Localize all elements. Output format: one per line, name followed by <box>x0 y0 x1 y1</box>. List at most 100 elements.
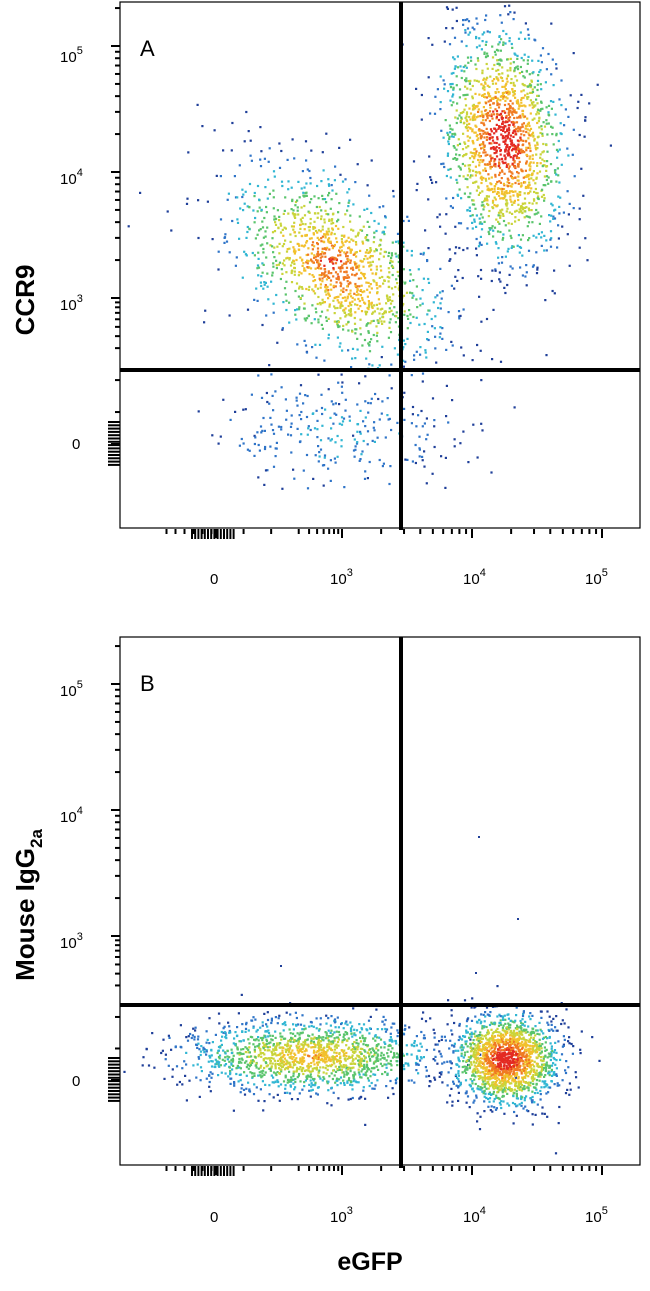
event-dot <box>262 1052 265 1055</box>
event-dot <box>287 1047 290 1050</box>
event-dot <box>443 1035 446 1038</box>
event-dot <box>309 1079 312 1082</box>
event-dot <box>250 1059 253 1062</box>
event-dot <box>335 192 338 195</box>
event-dot <box>529 127 533 130</box>
event-dot <box>375 1047 378 1050</box>
event-dot <box>421 372 425 375</box>
event-dot <box>354 282 357 286</box>
event-dot <box>375 249 378 252</box>
event-dot <box>366 1077 370 1080</box>
event-dot <box>571 1052 574 1055</box>
event-dot <box>305 1076 308 1079</box>
event-dot <box>279 1056 283 1059</box>
event-dot <box>374 1039 377 1042</box>
event-dot <box>392 293 395 296</box>
event-dot <box>280 268 283 271</box>
event-dot <box>353 1032 356 1035</box>
event-dot <box>188 1079 191 1082</box>
event-dot <box>567 115 570 118</box>
event-dot <box>512 130 515 133</box>
event-dot <box>435 361 438 364</box>
event-dot <box>303 269 306 272</box>
event-dot <box>328 258 331 261</box>
event-dot <box>513 165 516 168</box>
event-dot <box>198 1048 201 1051</box>
event-dot <box>477 115 480 118</box>
event-dot <box>316 428 319 431</box>
event-dot <box>346 1066 349 1069</box>
event-dot <box>353 455 356 458</box>
event-dot <box>385 1028 389 1031</box>
event-dot <box>260 1055 263 1058</box>
event-dot <box>441 337 444 340</box>
event-dot <box>315 409 318 412</box>
event-dot <box>339 285 342 288</box>
event-dot <box>506 207 509 210</box>
event-dot <box>517 175 520 178</box>
event-dot <box>329 1031 332 1034</box>
event-dot <box>494 147 497 150</box>
event-dot <box>348 240 351 244</box>
event-dot <box>491 45 494 48</box>
event-dot <box>536 143 539 146</box>
event-dot <box>356 348 359 351</box>
event-dot <box>320 1048 323 1051</box>
event-dot <box>288 1092 292 1095</box>
event-dot <box>448 259 451 262</box>
event-dot <box>376 1054 379 1057</box>
event-dot <box>265 1038 268 1041</box>
event-dot <box>297 1046 300 1049</box>
event-dot <box>572 128 575 131</box>
event-dot <box>329 416 332 419</box>
event-dot <box>313 427 317 430</box>
event-dot <box>424 1066 427 1069</box>
event-dot <box>258 449 261 452</box>
event-dot <box>252 1016 255 1019</box>
event-dot <box>335 1054 338 1057</box>
event-dot <box>513 116 516 120</box>
event-dot <box>308 273 311 276</box>
event-dot <box>359 327 362 330</box>
event-dot <box>439 108 442 111</box>
event-dot <box>511 176 514 180</box>
event-dot <box>528 162 531 165</box>
event-dot <box>369 1015 372 1018</box>
event-dot <box>349 1097 352 1101</box>
event-dot <box>484 1082 487 1085</box>
event-dot <box>341 391 344 394</box>
event-dot <box>253 191 256 195</box>
event-dot <box>483 86 486 89</box>
event-dot <box>363 1059 366 1062</box>
event-dot <box>566 190 569 193</box>
event-dot <box>407 1062 410 1065</box>
event-dot <box>431 43 434 46</box>
event-dot <box>253 1050 256 1053</box>
event-dot <box>500 261 504 264</box>
event-dot <box>434 335 437 338</box>
event-dot <box>422 253 425 256</box>
event-dot <box>320 393 323 396</box>
event-dot <box>319 263 322 266</box>
event-dot <box>350 304 353 307</box>
event-dot <box>222 1049 225 1052</box>
event-dot <box>395 311 398 314</box>
event-dot <box>299 223 302 226</box>
event-dot <box>259 1074 262 1077</box>
event-dot <box>282 1080 286 1083</box>
event-dot <box>486 114 489 117</box>
event-dot <box>240 1061 243 1064</box>
event-dot <box>536 162 539 165</box>
event-dot <box>349 307 352 311</box>
event-dot <box>375 229 378 233</box>
event-dot <box>315 356 318 359</box>
event-dot <box>199 1053 202 1057</box>
event-dot <box>522 139 525 142</box>
event-dot <box>533 138 536 141</box>
event-dot <box>486 131 489 134</box>
event-dot <box>489 133 492 136</box>
event-dot <box>488 114 491 117</box>
event-dot <box>355 1081 358 1084</box>
event-dot <box>279 231 283 234</box>
event-dot <box>537 1048 540 1051</box>
